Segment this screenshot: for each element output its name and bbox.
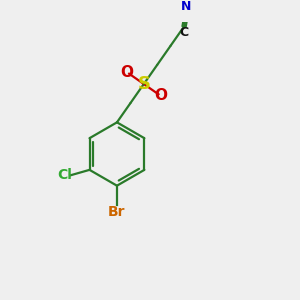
Text: O: O: [120, 65, 133, 80]
Text: Cl: Cl: [57, 168, 72, 182]
Text: Br: Br: [108, 205, 126, 219]
Text: O: O: [155, 88, 168, 103]
Text: S: S: [137, 75, 150, 93]
Text: N: N: [181, 0, 192, 14]
Text: C: C: [179, 26, 189, 39]
